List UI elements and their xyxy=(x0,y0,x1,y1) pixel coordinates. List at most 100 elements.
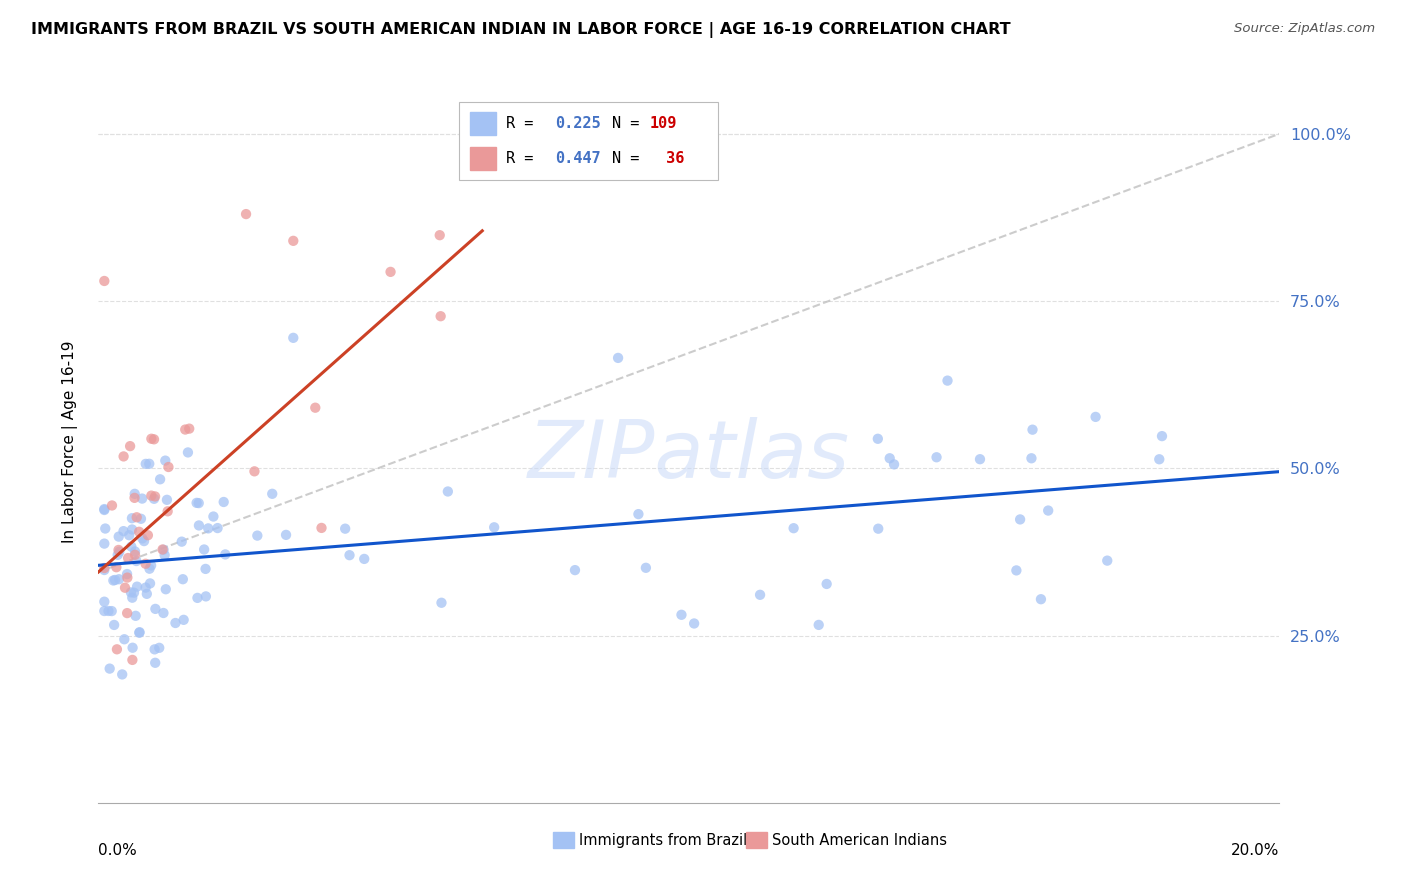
Point xyxy=(207,521,229,535)
Point xyxy=(202,509,225,524)
Point xyxy=(212,495,235,509)
Point xyxy=(143,490,166,504)
Point xyxy=(627,507,650,521)
Point xyxy=(152,542,174,557)
Point xyxy=(143,642,166,657)
Point xyxy=(131,491,153,506)
Point xyxy=(93,595,115,609)
Point xyxy=(93,503,115,517)
Point xyxy=(243,464,266,478)
Point xyxy=(883,458,905,472)
Point xyxy=(815,577,838,591)
Point xyxy=(103,618,125,632)
Point xyxy=(671,607,693,622)
Text: N =: N = xyxy=(612,151,648,166)
Point xyxy=(117,571,139,585)
Point xyxy=(197,521,219,535)
Point xyxy=(1021,423,1043,437)
Text: 20.0%: 20.0% xyxy=(1232,843,1279,857)
Point xyxy=(93,502,115,516)
Point xyxy=(121,640,143,655)
Point xyxy=(111,667,134,681)
Bar xyxy=(458,102,718,180)
Point xyxy=(93,604,115,618)
Point xyxy=(143,656,166,670)
Point xyxy=(683,616,706,631)
Point xyxy=(136,528,159,542)
Point xyxy=(187,496,209,510)
Text: 0.447: 0.447 xyxy=(555,151,602,166)
Point xyxy=(121,591,143,605)
Point xyxy=(135,587,157,601)
Point xyxy=(607,351,630,365)
Point xyxy=(311,521,333,535)
Point xyxy=(93,536,115,550)
Point xyxy=(112,524,135,538)
Point xyxy=(94,522,117,536)
Point xyxy=(125,510,148,524)
Point xyxy=(172,572,194,586)
Point xyxy=(125,580,148,594)
Point xyxy=(143,491,166,506)
Point xyxy=(807,618,830,632)
Point xyxy=(98,662,121,676)
Text: R =: R = xyxy=(506,151,543,166)
Point xyxy=(214,548,236,562)
Point xyxy=(969,452,991,467)
Point xyxy=(120,540,142,554)
Point xyxy=(128,524,150,539)
Text: 0.0%: 0.0% xyxy=(98,843,138,857)
Point xyxy=(177,445,200,459)
Point xyxy=(437,484,460,499)
Point xyxy=(129,512,152,526)
Point xyxy=(132,534,155,549)
Point xyxy=(156,492,179,507)
Point xyxy=(138,562,160,576)
Point xyxy=(194,562,217,576)
Point xyxy=(925,450,948,465)
Point xyxy=(107,548,129,562)
Point xyxy=(429,228,451,243)
Point xyxy=(153,548,176,562)
Point xyxy=(120,585,142,599)
Bar xyxy=(471,112,496,136)
Point xyxy=(749,588,772,602)
Point xyxy=(482,520,505,534)
Point xyxy=(120,439,142,453)
Point xyxy=(235,207,257,221)
Point xyxy=(634,561,657,575)
Point xyxy=(107,543,129,558)
Point xyxy=(121,511,143,525)
Point xyxy=(380,265,402,279)
Point xyxy=(128,625,150,640)
Point xyxy=(128,625,150,640)
Bar xyxy=(745,832,766,848)
Text: Source: ZipAtlas.com: Source: ZipAtlas.com xyxy=(1234,22,1375,36)
Point xyxy=(118,528,141,542)
Text: ZIPatlas: ZIPatlas xyxy=(527,417,851,495)
Point xyxy=(105,642,128,657)
Point xyxy=(141,489,163,503)
Point xyxy=(124,608,146,623)
Point xyxy=(187,518,209,533)
Point xyxy=(1021,451,1043,466)
Point xyxy=(124,548,146,562)
Point xyxy=(868,522,890,536)
Point xyxy=(262,487,284,501)
Point xyxy=(339,548,361,562)
Point xyxy=(105,560,128,574)
Point xyxy=(93,563,115,577)
Point xyxy=(179,422,201,436)
Point xyxy=(115,567,138,582)
Point xyxy=(148,640,170,655)
Point xyxy=(100,604,122,618)
Point xyxy=(564,563,586,577)
Text: R =: R = xyxy=(506,116,543,131)
Point xyxy=(139,576,162,591)
Point xyxy=(115,606,138,620)
Point xyxy=(170,534,193,549)
Point xyxy=(1097,554,1119,568)
Point xyxy=(114,581,136,595)
Point xyxy=(193,542,215,557)
Point xyxy=(101,499,124,513)
